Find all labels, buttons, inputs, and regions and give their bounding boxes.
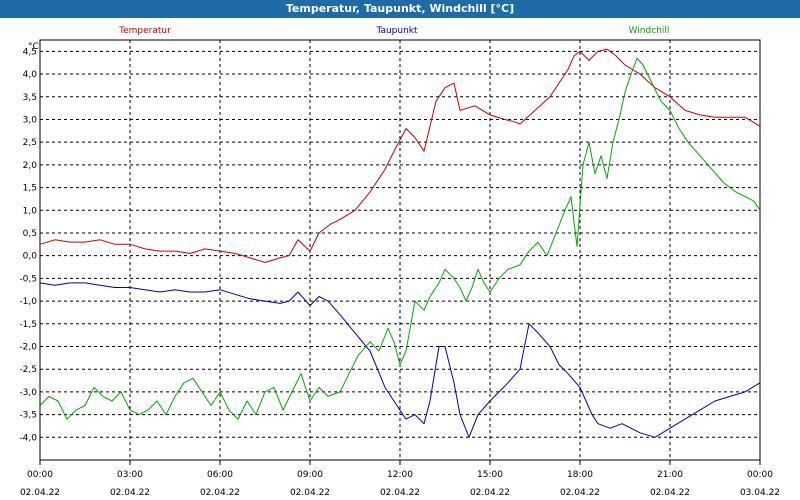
x-tick-date-label: 02.04.22: [200, 488, 240, 498]
x-tick-time-label: 09:00: [297, 470, 323, 480]
series: [39, 48, 761, 438]
y-tick-label: 2,0: [23, 161, 38, 171]
x-tick-date-label: 03.04.22: [740, 488, 780, 498]
y-tick-label: 0,0: [23, 252, 38, 262]
x-tick-time-label: 12:00: [387, 470, 413, 480]
y-tick-label: -3,5: [19, 411, 37, 421]
y-axis-unit-label: °C: [28, 42, 39, 52]
y-tick-label: 3,5: [23, 93, 37, 103]
x-tick-time-label: 06:00: [207, 470, 233, 480]
legend-entry-temperatur: Temperatur: [118, 26, 171, 36]
x-tick-date-label: 02.04.22: [560, 488, 600, 498]
legend: Temperatur Taupunkt Windchill: [118, 26, 669, 36]
y-tick-label: -2,0: [19, 342, 37, 352]
legend-entry-taupunkt: Taupunkt: [375, 26, 418, 36]
x-tick-time-label: 15:00: [477, 470, 503, 480]
grid: [40, 40, 760, 460]
x-tick-date-label: 02.04.22: [650, 488, 690, 498]
y-tick-label: 3,0: [23, 115, 38, 125]
y-tick-label: -0,5: [19, 274, 37, 284]
x-tick-date-label: 02.04.22: [380, 488, 420, 498]
x-tick-date-label: 02.04.22: [470, 488, 510, 498]
series-line-temperatur: [39, 48, 761, 263]
x-tick-date-label: 02.04.22: [20, 488, 60, 498]
y-tick-label: -3,0: [19, 388, 37, 398]
series-line-taupunkt: [39, 282, 761, 438]
y-tick-label: 1,5: [23, 184, 37, 194]
y-tick-label: 0,5: [23, 229, 37, 239]
legend-entry-windchill: Windchill: [629, 26, 670, 36]
x-tick-date-label: 02.04.22: [290, 488, 330, 498]
axis-ticks: 4,5 4,0 3,5 3,0 2,5 2,0 1,5 1,0 0,5 0,0 -0,5 -1,0 -1…: [19, 47, 780, 498]
x-tick-time-label: 00:00: [747, 470, 773, 480]
y-tick-label: -2,5: [19, 365, 37, 375]
x-tick-time-label: 00:00: [27, 470, 53, 480]
y-tick-label: -4,0: [19, 433, 37, 443]
y-tick-label: 2,5: [23, 138, 37, 148]
y-tick-label: 4,0: [23, 70, 38, 80]
x-tick-time-label: 21:00: [657, 470, 683, 480]
y-tick-label: 1,0: [23, 206, 38, 216]
y-tick-label: -1,5: [19, 320, 37, 330]
window-title: Temperatur, Taupunkt, Windchill [°C]: [0, 0, 800, 18]
series-line-windchill: [39, 57, 761, 420]
x-tick-time-label: 03:00: [117, 470, 143, 480]
x-tick-time-label: 18:00: [567, 470, 593, 480]
temperature-chart: 4,5 4,0 3,5 3,0 2,5 2,0 1,5 1,0 0,5 0,0 -0,5 -1,0 -1…: [19, 26, 780, 498]
y-tick-label: -1,0: [19, 297, 37, 307]
y-tick-label: 4,5: [23, 47, 37, 57]
x-tick-date-label: 02.04.22: [110, 488, 150, 498]
